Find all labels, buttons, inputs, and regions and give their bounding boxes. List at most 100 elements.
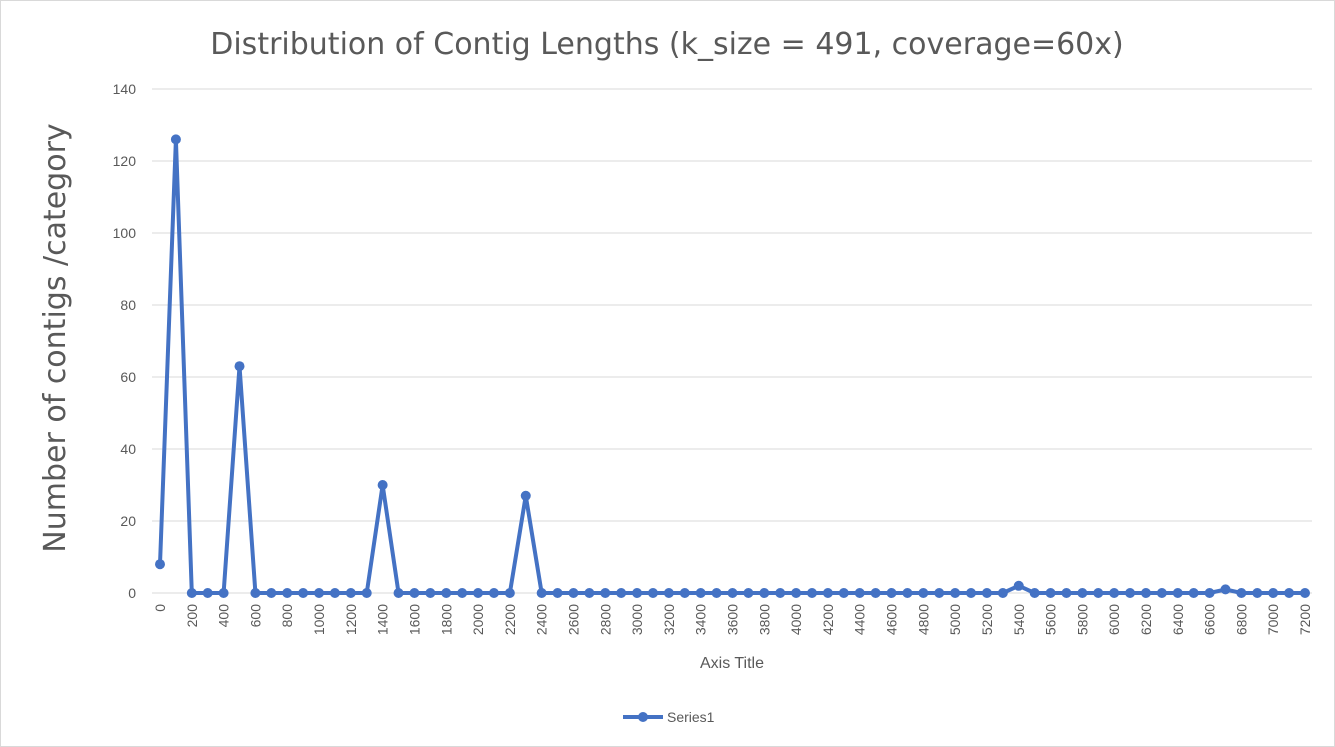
y-axis-label: Number of contigs /category [38, 123, 73, 552]
data-point [870, 588, 881, 598]
data-point [266, 588, 277, 598]
data-point [218, 588, 229, 598]
data-point [568, 588, 579, 598]
data-point [234, 361, 245, 372]
y-tick-label: 120 [113, 153, 137, 169]
data-point [1125, 588, 1136, 598]
y-tick-label: 100 [113, 225, 137, 241]
x-tick-label: 3200 [661, 604, 677, 635]
x-tick-label: 4800 [915, 604, 931, 635]
x-tick-label: 6400 [1170, 604, 1186, 635]
data-point [1220, 584, 1231, 595]
data-point [536, 588, 547, 598]
data-point [1140, 588, 1151, 598]
y-tick-label: 60 [120, 369, 136, 385]
data-point [1029, 588, 1040, 598]
x-tick-label: 800 [279, 604, 295, 628]
x-tick-label: 4000 [788, 604, 804, 635]
x-tick-label: 5000 [947, 604, 963, 635]
data-point [552, 588, 563, 598]
data-point [711, 588, 722, 598]
legend-label-series1: Series1 [667, 709, 715, 725]
data-point [997, 588, 1008, 598]
data-point [679, 588, 690, 598]
x-tick-label: 3400 [693, 604, 709, 635]
x-tick-label: 6200 [1138, 604, 1154, 635]
data-point [1268, 588, 1279, 598]
data-point [425, 588, 436, 598]
x-tick-label: 5400 [1011, 604, 1027, 635]
data-point [1077, 588, 1088, 598]
data-point [441, 588, 452, 598]
x-axis-label: Axis Title [700, 655, 764, 672]
data-point [1236, 588, 1247, 598]
data-point [647, 588, 658, 598]
series-line-1 [158, 137, 1305, 595]
x-tick-label: 1400 [375, 604, 391, 635]
data-point [1204, 588, 1215, 598]
x-tick-label: 4200 [820, 604, 836, 635]
x-tick-label: 6600 [1202, 604, 1218, 635]
data-point [282, 588, 293, 598]
data-point [775, 588, 786, 598]
y-tick-label: 40 [120, 441, 136, 457]
data-point [854, 588, 865, 598]
data-point [886, 588, 897, 598]
data-point [1013, 580, 1024, 591]
data-point [314, 588, 325, 598]
data-point [361, 588, 372, 598]
data-point [759, 588, 770, 598]
y-tick-labels: 0 20 40 60 80 100 120 140 [113, 81, 137, 601]
y-tick-label: 80 [120, 297, 136, 313]
data-point [520, 490, 531, 501]
data-point [186, 588, 197, 598]
data-point [1156, 588, 1167, 598]
data-point [488, 588, 499, 598]
data-point [1172, 588, 1183, 598]
data-point [393, 588, 404, 598]
data-point [838, 588, 849, 598]
x-tick-label: 3600 [725, 604, 741, 635]
data-point [202, 588, 213, 598]
x-tick-label: 4400 [852, 604, 868, 635]
y-tick-label: 140 [113, 81, 137, 97]
data-point [981, 588, 992, 598]
data-point [1188, 588, 1199, 598]
x-tick-label: 6000 [1106, 604, 1122, 635]
x-tick-label: 400 [216, 604, 232, 628]
data-point [329, 588, 340, 598]
data-point [170, 134, 181, 145]
data-point [1109, 588, 1120, 598]
data-point [632, 588, 643, 598]
data-point [473, 588, 484, 598]
data-point [966, 588, 977, 598]
data-point [663, 588, 674, 598]
x-tick-label: 2400 [534, 604, 550, 635]
x-tick-label: 5600 [1043, 604, 1059, 635]
data-point [155, 559, 165, 570]
data-point [1300, 588, 1310, 598]
data-point [616, 588, 627, 598]
data-point [1093, 588, 1104, 598]
data-point [902, 588, 913, 598]
x-tick-label: 2800 [597, 604, 613, 635]
x-tick-label: 3000 [629, 604, 645, 635]
x-tick-label: 5200 [979, 604, 995, 635]
x-tick-labels: 0 200 400 600 800 1000 1200 1400 1600 1800 2000 220… [152, 604, 1313, 635]
x-tick-label: 4600 [884, 604, 900, 635]
data-point [743, 588, 754, 598]
x-tick-label: 1600 [406, 604, 422, 635]
x-tick-label: 6800 [1233, 604, 1249, 635]
data-point [807, 588, 818, 598]
data-point [791, 588, 802, 598]
y-tick-label: 0 [128, 585, 136, 601]
data-point [584, 588, 595, 598]
data-point [504, 588, 515, 598]
data-point [250, 588, 261, 598]
x-tick-label: 200 [184, 604, 200, 628]
data-point [600, 588, 611, 598]
data-point [695, 588, 706, 598]
data-point [1252, 588, 1263, 598]
